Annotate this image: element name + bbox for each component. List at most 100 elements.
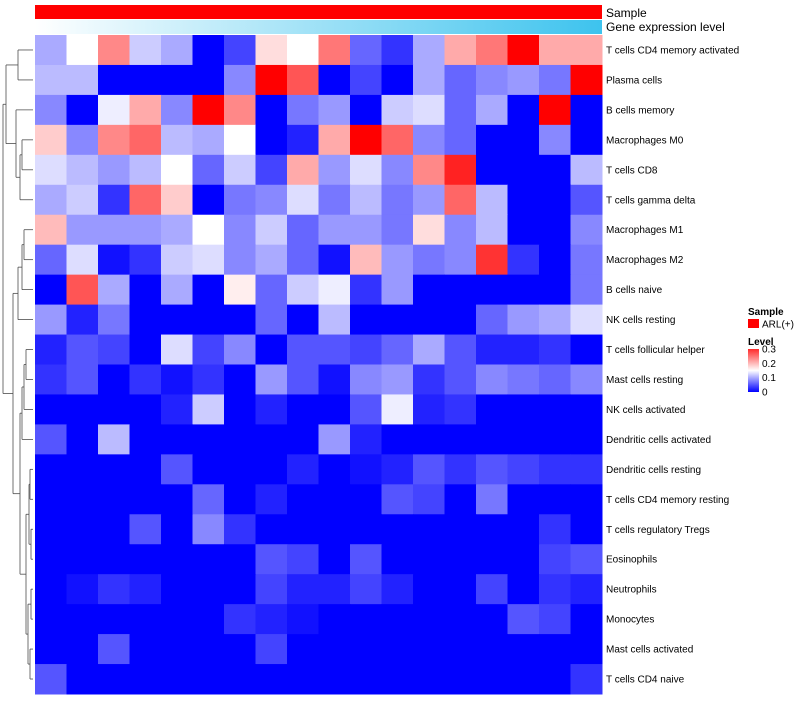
heatmap-cell xyxy=(224,94,256,126)
heatmap-cell xyxy=(318,304,351,336)
heatmap-cell xyxy=(318,634,351,665)
heatmap-cell xyxy=(255,124,288,156)
heatmap-cell xyxy=(98,544,130,575)
row-label: Neutrophils xyxy=(606,585,657,596)
heatmap-cell xyxy=(570,244,603,276)
heatmap-cell xyxy=(350,364,382,395)
heatmap-cell xyxy=(98,514,130,545)
heatmap-cell xyxy=(255,184,288,216)
heatmap-cell xyxy=(381,514,414,545)
heatmap-cell xyxy=(539,664,571,695)
heatmap-cell xyxy=(192,394,225,425)
heatmap-cell xyxy=(476,94,508,126)
heatmap-cell xyxy=(224,424,256,455)
heatmap-cell xyxy=(413,154,445,186)
heatmap-cell xyxy=(35,574,67,605)
heatmap-cell xyxy=(192,454,225,485)
heatmap-cell xyxy=(350,334,382,365)
heatmap-cell xyxy=(444,514,477,545)
row-label: NK cells activated xyxy=(606,405,685,416)
heatmap-cell xyxy=(476,574,508,605)
heatmap-cell xyxy=(413,124,445,156)
heatmap-cell xyxy=(287,94,319,126)
heatmap-cell xyxy=(413,274,445,306)
heatmap-cell xyxy=(381,484,414,515)
heatmap-cell xyxy=(318,35,351,66)
heatmap-cell xyxy=(66,184,99,216)
heatmap-cell xyxy=(350,574,382,605)
heatmap-cell xyxy=(476,274,508,306)
heatmap-cell xyxy=(507,514,540,545)
heatmap-cell xyxy=(350,544,382,575)
heatmap-cell xyxy=(287,334,319,365)
heatmap-cell xyxy=(129,364,162,395)
heatmap-cell xyxy=(287,274,319,306)
heatmap-cell xyxy=(444,424,477,455)
heatmap-cell xyxy=(476,604,508,635)
heatmap-cell xyxy=(255,154,288,186)
heatmap-cell xyxy=(413,364,445,395)
heatmap-cell xyxy=(413,214,445,246)
heatmap-cell xyxy=(161,35,193,66)
heatmap-cell xyxy=(413,184,445,216)
heatmap-cell xyxy=(381,154,414,186)
heatmap-cell xyxy=(350,154,382,186)
heatmap-cell xyxy=(381,64,414,96)
heatmap-cell xyxy=(129,184,162,216)
row-label: T cells CD4 memory activated xyxy=(606,45,739,56)
heatmap-cell xyxy=(381,244,414,276)
row-label: T cells CD4 naive xyxy=(606,675,685,686)
heatmap-cell xyxy=(507,124,540,156)
heatmap-cell xyxy=(192,514,225,545)
heatmap-cell xyxy=(570,304,603,336)
heatmap-cell xyxy=(287,604,319,635)
heatmap-cell xyxy=(35,604,67,635)
heatmap-cell xyxy=(255,334,288,365)
heatmap-cell xyxy=(444,454,477,485)
heatmap-cell xyxy=(318,94,351,126)
heatmap-cell xyxy=(444,94,477,126)
heatmap-cell xyxy=(35,394,67,425)
heatmap-cell xyxy=(318,124,351,156)
heatmap-cell xyxy=(35,484,67,515)
heatmap-cell xyxy=(444,364,477,395)
heatmap-cell xyxy=(192,664,225,695)
heatmap-cell xyxy=(350,214,382,246)
heatmap-cell xyxy=(476,544,508,575)
heatmap-cell xyxy=(35,214,67,246)
heatmap-cell xyxy=(539,64,571,96)
heatmap-cell xyxy=(570,484,603,515)
heatmap-cell xyxy=(476,334,508,365)
heatmap-cell xyxy=(161,64,193,96)
heatmap-cell xyxy=(98,304,130,336)
heatmap-cell xyxy=(350,184,382,216)
heatmap-cell xyxy=(35,514,67,545)
heatmap-cell xyxy=(255,274,288,306)
heatmap-cell xyxy=(413,35,445,66)
heatmap-cell xyxy=(129,514,162,545)
legend-sample-label: ARL(+) xyxy=(762,320,794,331)
heatmap-cell xyxy=(413,634,445,665)
heatmap-cell xyxy=(224,544,256,575)
heatmap-cell xyxy=(161,364,193,395)
row-dendrogram xyxy=(2,49,33,680)
heatmap-cell xyxy=(98,664,130,695)
heatmap-cell xyxy=(539,334,571,365)
heatmap-cell xyxy=(318,514,351,545)
heatmap-cell xyxy=(129,214,162,246)
heatmap-cell xyxy=(350,424,382,455)
heatmap-cell xyxy=(98,124,130,156)
heatmap-cell xyxy=(570,574,603,605)
heatmap-cell xyxy=(255,514,288,545)
heatmap-cell xyxy=(287,544,319,575)
heatmap-cell xyxy=(161,274,193,306)
heatmap-cell xyxy=(413,544,445,575)
heatmap-cell xyxy=(224,214,256,246)
heatmap-cell xyxy=(35,424,67,455)
heatmap-cell xyxy=(570,454,603,485)
heatmap-cell xyxy=(224,64,256,96)
heatmap-cell xyxy=(98,454,130,485)
heatmap-cell xyxy=(381,94,414,126)
row-label: T cells gamma delta xyxy=(606,195,696,206)
